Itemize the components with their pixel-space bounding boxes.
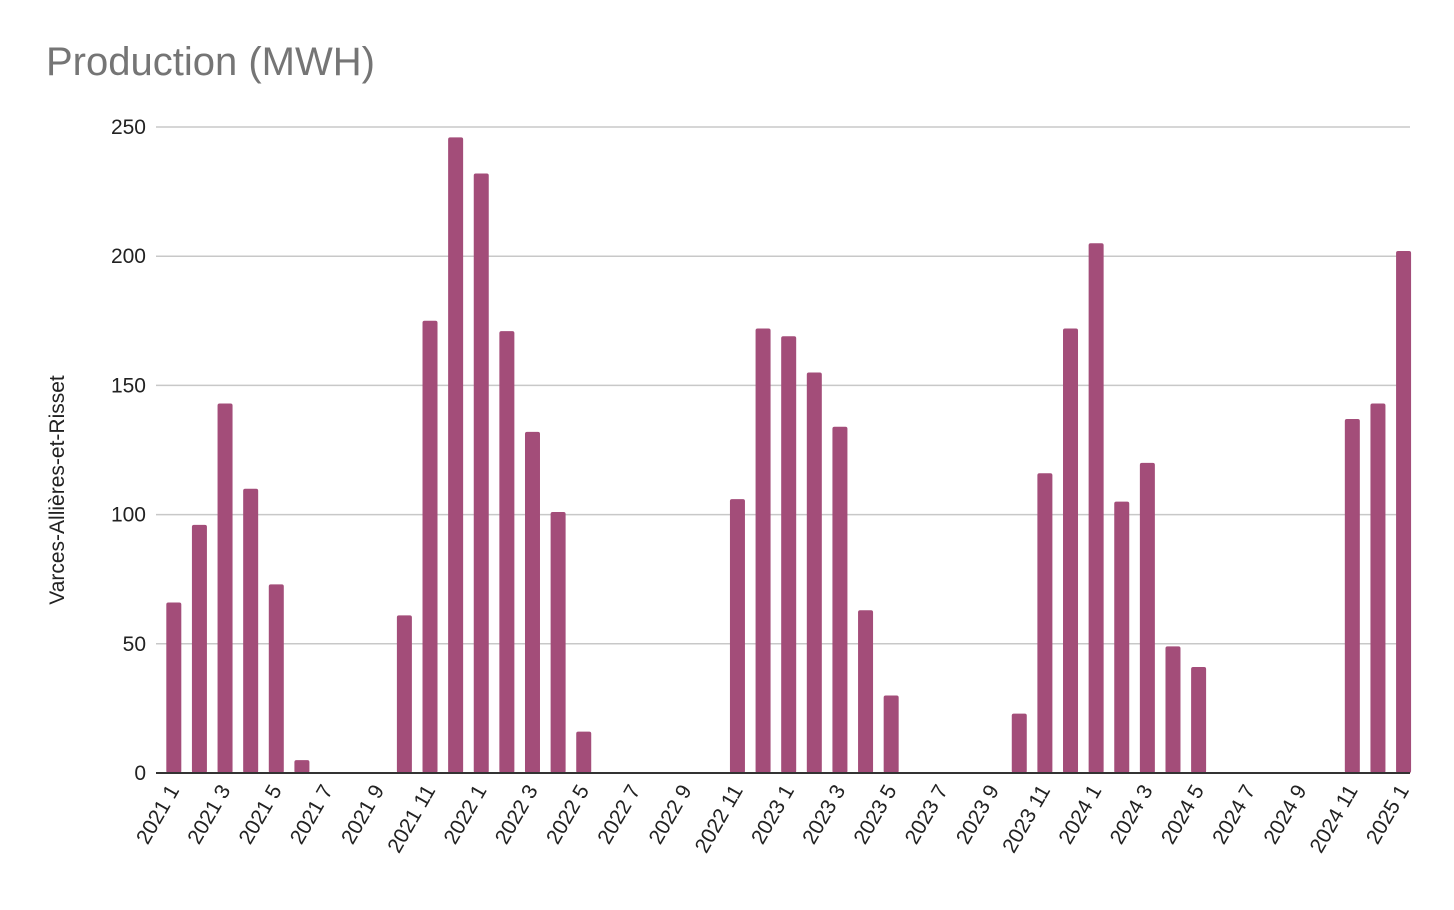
bar — [832, 426, 848, 773]
x-tick-label: 2023 7 — [901, 781, 953, 848]
x-tick-label: 2024 11 — [1306, 781, 1363, 857]
x-tick-label: 2024 7 — [1208, 781, 1260, 848]
bar — [1344, 418, 1360, 773]
x-tick-label: 2024 1 — [1054, 781, 1106, 848]
y-tick-label: 200 — [111, 245, 146, 268]
x-tick-label: 2023 9 — [952, 781, 1004, 848]
bar — [550, 512, 566, 773]
x-tick-label: 2022 7 — [593, 781, 645, 848]
bar — [858, 610, 874, 773]
bar — [781, 336, 797, 773]
bar — [422, 320, 438, 773]
bar — [448, 137, 464, 773]
y-axis-ticks: 0 50 100 150 200 250 — [111, 116, 146, 785]
bar — [1396, 251, 1412, 774]
bar — [1011, 713, 1027, 773]
bar — [166, 602, 182, 773]
bar — [883, 695, 899, 773]
chart-title: Production (MWH) — [46, 40, 375, 84]
x-tick-label: 2022 5 — [542, 781, 594, 848]
bar — [1114, 501, 1130, 773]
bar — [473, 173, 489, 774]
x-tick-label: 2023 3 — [798, 781, 850, 848]
y-tick-label: 150 — [111, 374, 146, 397]
bar — [191, 524, 207, 773]
x-tick-label: 2024 5 — [1157, 781, 1209, 848]
x-tick-label: 2021 7 — [286, 781, 338, 848]
x-tick-label: 2024 3 — [1106, 781, 1158, 848]
bar — [729, 499, 745, 773]
x-tick-label: 2023 1 — [747, 781, 799, 848]
y-axis-title: Varces-Allières-et-Risset — [46, 375, 69, 605]
bar — [1139, 462, 1155, 773]
y-tick-label: 0 — [134, 762, 146, 785]
bar — [1063, 328, 1079, 773]
bar — [217, 403, 233, 773]
bar — [755, 328, 771, 773]
bar — [243, 488, 259, 773]
x-tick-label: 2024 9 — [1259, 781, 1311, 848]
x-tick-label: 2022 3 — [491, 781, 543, 848]
bar — [806, 372, 822, 773]
bar — [294, 760, 310, 773]
x-tick-label: 2022 1 — [440, 781, 492, 848]
x-tick-label: 2025 1 — [1362, 781, 1414, 848]
x-tick-label: 2022 11 — [691, 781, 748, 857]
bar — [499, 331, 515, 773]
bar — [524, 431, 540, 773]
y-tick-label: 100 — [111, 504, 146, 527]
y-tick-label: 50 — [123, 633, 146, 656]
x-tick-label: 2023 11 — [998, 781, 1055, 857]
bar — [576, 731, 592, 773]
x-tick-label: 2021 9 — [337, 781, 389, 848]
bars — [166, 137, 1412, 774]
bar — [1037, 473, 1053, 773]
x-tick-label: 2023 5 — [849, 781, 901, 848]
x-tick-label: 2021 1 — [132, 781, 184, 848]
bar — [1191, 667, 1207, 773]
bar — [1088, 243, 1104, 773]
x-tick-label: 2021 5 — [235, 781, 287, 848]
bar — [268, 584, 284, 773]
bar — [396, 615, 412, 773]
bar — [1370, 403, 1386, 773]
x-tick-label: 2021 11 — [383, 781, 440, 857]
y-tick-label: 250 — [111, 116, 146, 139]
bar — [1165, 646, 1181, 773]
x-tick-label: 2022 9 — [645, 781, 697, 848]
x-tick-label: 2021 3 — [183, 781, 235, 848]
